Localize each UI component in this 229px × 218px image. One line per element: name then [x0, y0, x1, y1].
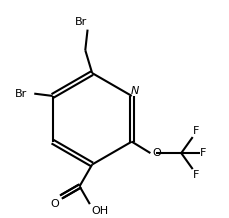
- Text: N: N: [130, 86, 139, 96]
- Text: F: F: [193, 126, 199, 136]
- Text: O: O: [50, 199, 59, 209]
- Text: O: O: [152, 148, 161, 158]
- Text: F: F: [193, 170, 199, 180]
- Text: F: F: [199, 148, 206, 158]
- Text: Br: Br: [74, 17, 87, 27]
- Text: Br: Br: [15, 89, 27, 99]
- Text: OH: OH: [91, 206, 108, 216]
